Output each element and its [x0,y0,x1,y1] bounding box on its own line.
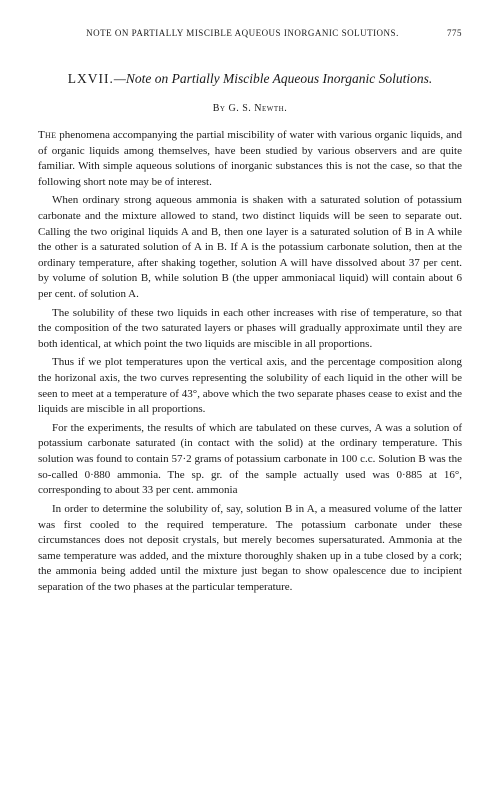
paragraph-3: The solubility of these two liquids in e… [38,306,462,353]
article-number: LXVII. [68,71,114,86]
running-title: NOTE ON PARTIALLY MISCIBLE AQUEOUS INORG… [86,28,399,38]
article-title-text: —Note on Partially Miscible Aqueous Inor… [114,71,432,86]
lead-word: The [38,129,56,141]
paragraph-5: For the experiments, the results of whic… [38,421,462,499]
article-byline: By G. S. Newth. [38,103,462,114]
paragraph-1-text: phenomena accompanying the partial misci… [38,129,462,188]
page-number: 775 [447,28,462,38]
article-title: LXVII.—Note on Partially Miscible Aqueou… [38,70,462,89]
paragraph-4: Thus if we plot temperatures upon the ve… [38,355,462,417]
running-header: NOTE ON PARTIALLY MISCIBLE AQUEOUS INORG… [38,28,462,38]
paragraph-6: In order to determine the solubility of,… [38,502,462,596]
paragraph-1: The phenomena accompanying the partial m… [38,128,462,190]
paragraph-2: When ordinary strong aqueous ammonia is … [38,193,462,302]
